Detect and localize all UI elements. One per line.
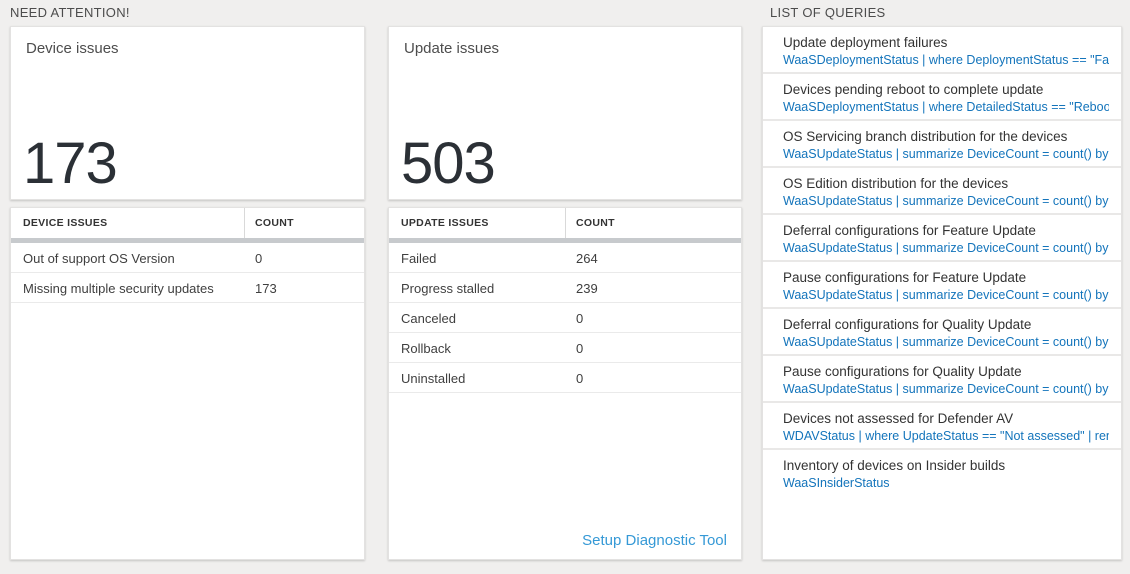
device-issues-rows: Out of support OS Version 0 Missing mult… [11,243,364,303]
issue-label: Rollback [401,341,451,356]
query-title: Update deployment failures [783,35,948,50]
query-text-link[interactable]: WaaSDeploymentStatus | where DeploymentS… [783,53,1109,67]
query-list-item[interactable]: Pause configurations for Feature Update … [763,262,1121,309]
query-list-item[interactable]: Pause configurations for Quality Update … [763,356,1121,403]
query-list-item[interactable]: OS Edition distribution for the devices … [763,168,1121,215]
query-list-item[interactable]: Update deployment failures WaaSDeploymen… [763,27,1121,74]
setup-diagnostic-tool-link[interactable]: Setup Diagnostic Tool [582,532,727,549]
queries-panel: Update deployment failures WaaSDeploymen… [762,26,1122,560]
update-issues-title: Update issues [404,40,500,57]
header-column-divider [565,208,566,238]
issue-label: Canceled [401,311,456,326]
list-of-queries-column: Update deployment failures WaaSDeploymen… [762,26,1122,560]
issue-count: 0 [576,311,584,326]
need-attention-section-title: NEED ATTENTION! [10,5,130,20]
issue-label: Uninstalled [401,371,466,386]
query-text-link[interactable]: WaaSDeploymentStatus | where DetailedSta… [783,100,1109,114]
issue-count: 0 [576,371,584,386]
device-issues-title: Device issues [26,40,119,57]
device-issues-count: 173 [23,131,118,196]
query-title: OS Edition distribution for the devices [783,176,1009,191]
update-issues-table-header: UPDATE ISSUES COUNT [389,208,741,238]
query-list-item[interactable]: Devices pending reboot to complete updat… [763,74,1121,121]
device-issues-table-header: DEVICE ISSUES COUNT [11,208,364,238]
query-text-link[interactable]: WaaSUpdateStatus | summarize DeviceCount… [783,335,1109,349]
table-header-divider-bar [389,238,741,243]
query-text-link[interactable]: WaaSUpdateStatus | summarize DeviceCount… [783,288,1109,302]
query-title: Inventory of devices on Insider builds [783,458,1006,473]
header-column-divider [244,208,245,238]
query-text-link[interactable]: WaaSUpdateStatus | summarize DeviceCount… [783,382,1109,396]
update-issues-column: Update issues 503 UPDATE ISSUES COUNT Fa… [388,26,742,560]
issue-count: 0 [255,251,263,266]
query-text-link[interactable]: WaaSUpdateStatus | summarize DeviceCount… [783,241,1109,255]
update-issues-rows: Failed 264 Progress stalled 239 Canceled… [389,243,741,393]
table-row[interactable]: Out of support OS Version 0 [11,243,364,273]
query-title: Devices pending reboot to complete updat… [783,82,1044,97]
query-text-link[interactable]: WDAVStatus | where UpdateStatus == "Not … [783,429,1109,443]
device-issues-tile[interactable]: Device issues 173 [10,26,365,200]
issue-label: Out of support OS Version [23,251,175,266]
issue-count: 264 [576,251,598,266]
table-row[interactable]: Missing multiple security updates 173 [11,273,364,303]
table-row[interactable]: Canceled 0 [389,303,741,333]
update-issues-count: 503 [401,131,496,196]
update-issues-table: UPDATE ISSUES COUNT Failed 264 Progress … [388,207,742,560]
query-text-link[interactable]: WaaSUpdateStatus | summarize DeviceCount… [783,194,1109,208]
query-list-item[interactable]: Inventory of devices on Insider builds W… [763,450,1121,559]
device-issues-column: Device issues 173 DEVICE ISSUES COUNT Ou… [10,26,365,560]
query-list-item[interactable]: Deferral configurations for Quality Upda… [763,309,1121,356]
query-list-item[interactable]: Devices not assessed for Defender AV WDA… [763,403,1121,450]
query-title: Deferral configurations for Quality Upda… [783,317,1032,332]
issue-label: Failed [401,251,437,266]
query-title: Pause configurations for Feature Update [783,270,1027,285]
query-title: Devices not assessed for Defender AV [783,411,1014,426]
update-issues-column-header: UPDATE ISSUES [401,217,489,229]
issue-count: 239 [576,281,598,296]
device-issues-table: DEVICE ISSUES COUNT Out of support OS Ve… [10,207,365,560]
query-text-link[interactable]: WaaSUpdateStatus | summarize DeviceCount… [783,147,1109,161]
list-of-queries-section-title: LIST OF QUERIES [770,5,886,20]
query-title: OS Servicing branch distribution for the… [783,129,1068,144]
device-count-column-header: COUNT [255,217,294,229]
table-header-divider-bar [11,238,364,243]
query-title: Deferral configurations for Feature Upda… [783,223,1036,238]
device-issues-column-header: DEVICE ISSUES [23,217,108,229]
issue-count: 173 [255,281,277,296]
update-count-column-header: COUNT [576,217,615,229]
query-title: Pause configurations for Quality Update [783,364,1022,379]
query-list-item[interactable]: Deferral configurations for Feature Upda… [763,215,1121,262]
issue-count: 0 [576,341,584,356]
query-list-item[interactable]: OS Servicing branch distribution for the… [763,121,1121,168]
query-text-link[interactable]: WaaSInsiderStatus [783,476,890,490]
update-issues-tile[interactable]: Update issues 503 [388,26,742,200]
issue-label: Progress stalled [401,281,495,296]
table-row[interactable]: Rollback 0 [389,333,741,363]
issue-label: Missing multiple security updates [23,281,214,296]
table-row[interactable]: Failed 264 [389,243,741,273]
table-row[interactable]: Uninstalled 0 [389,363,741,393]
table-row[interactable]: Progress stalled 239 [389,273,741,303]
